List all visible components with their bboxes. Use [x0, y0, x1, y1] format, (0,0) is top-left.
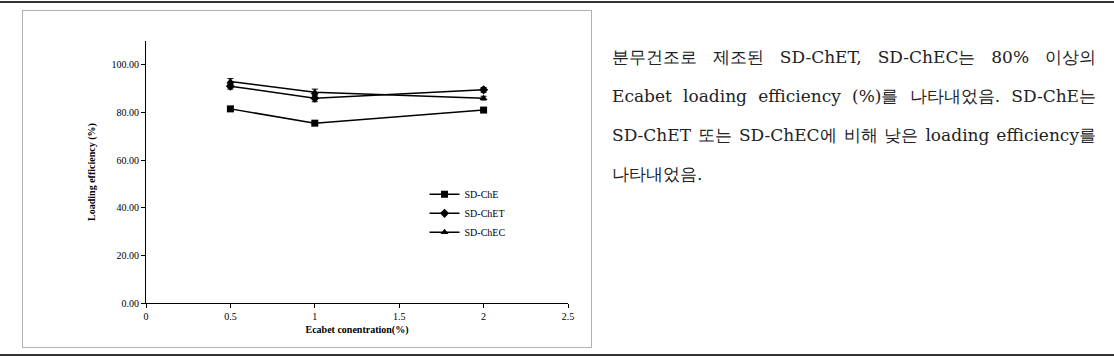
svg-text:0.00: 0.00 [122, 298, 140, 309]
svg-text:60.00: 60.00 [117, 155, 140, 166]
svg-text:Loading efficiency (%): Loading efficiency (%) [86, 123, 98, 221]
svg-text:SD-ChEC: SD-ChEC [465, 227, 506, 238]
svg-text:2.5: 2.5 [562, 311, 575, 322]
svg-text:SD-ChET: SD-ChET [465, 208, 505, 219]
svg-text:2: 2 [481, 311, 486, 322]
svg-text:0: 0 [144, 311, 149, 322]
svg-text:1: 1 [312, 311, 317, 322]
html-text:분무건조로 제조된 SD-ChET, SD-ChEC는 80: 분무건조로 제조된 SD-ChET, SD-ChEC는 80% 이상의 Ecab… [612, 47, 1096, 184]
svg-text:100.00: 100.00 [112, 59, 140, 70]
svg-text:SD-ChE: SD-ChE [465, 189, 499, 200]
svg-text:80.00: 80.00 [117, 107, 140, 118]
svg-text:40.00: 40.00 [117, 202, 140, 213]
svg-text:Ecabet conentration(%): Ecabet conentration(%) [305, 324, 408, 336]
svg-text:20.00: 20.00 [117, 250, 140, 261]
svg-text:0.5: 0.5 [224, 311, 237, 322]
svg-text:1.5: 1.5 [393, 311, 406, 322]
